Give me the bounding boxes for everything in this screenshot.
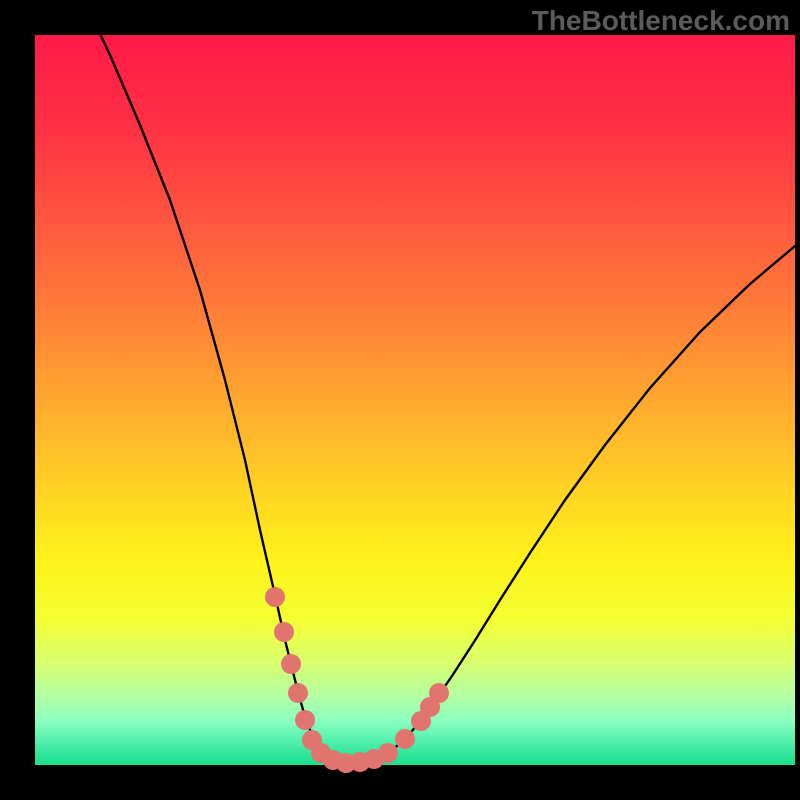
curve-marker (281, 654, 301, 674)
bottleneck-curve (84, 0, 795, 763)
curve-marker (429, 683, 449, 703)
curve-marker (288, 683, 308, 703)
curve-marker (378, 743, 398, 763)
curve-marker (395, 729, 415, 749)
curve-marker (265, 587, 285, 607)
watermark-text: TheBottleneck.com (532, 5, 790, 37)
curve-marker (295, 710, 315, 730)
chart-svg (0, 0, 800, 800)
curve-marker (274, 622, 294, 642)
